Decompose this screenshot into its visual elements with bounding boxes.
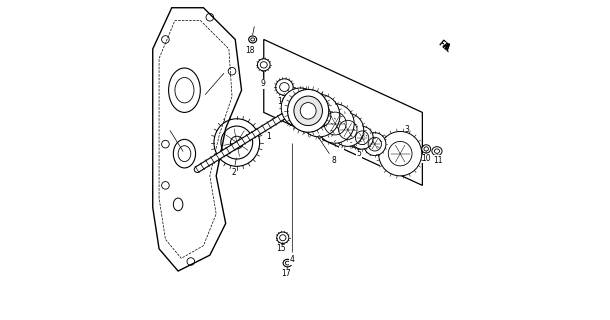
Ellipse shape	[328, 120, 350, 140]
Ellipse shape	[287, 89, 329, 132]
Ellipse shape	[379, 132, 422, 176]
Text: 4: 4	[290, 144, 295, 264]
Text: 14: 14	[380, 154, 390, 168]
Ellipse shape	[276, 79, 293, 95]
Text: 17: 17	[281, 267, 291, 278]
Text: 1: 1	[264, 131, 271, 141]
Ellipse shape	[332, 113, 364, 146]
Ellipse shape	[432, 147, 442, 156]
Ellipse shape	[348, 131, 367, 148]
Ellipse shape	[375, 139, 395, 157]
Ellipse shape	[257, 59, 270, 71]
Ellipse shape	[364, 133, 386, 156]
Text: 18: 18	[246, 43, 255, 55]
Text: 15: 15	[276, 243, 286, 253]
Text: 2: 2	[231, 158, 236, 177]
Text: 9: 9	[260, 72, 265, 88]
Ellipse shape	[277, 232, 289, 244]
Text: 3: 3	[401, 125, 409, 143]
Text: 8: 8	[310, 124, 336, 164]
Ellipse shape	[300, 103, 316, 119]
Text: 10: 10	[421, 151, 431, 163]
Ellipse shape	[299, 94, 340, 137]
Ellipse shape	[316, 104, 354, 143]
Text: 11: 11	[434, 154, 443, 164]
Ellipse shape	[422, 145, 431, 153]
Ellipse shape	[294, 96, 323, 125]
Ellipse shape	[389, 145, 408, 163]
Text: FR.: FR.	[436, 39, 453, 55]
Text: 5: 5	[356, 146, 361, 158]
Text: 7: 7	[339, 136, 344, 150]
Ellipse shape	[281, 88, 319, 127]
Ellipse shape	[351, 126, 373, 149]
Text: 13: 13	[397, 161, 407, 175]
Text: 6: 6	[317, 128, 321, 141]
Ellipse shape	[303, 105, 329, 130]
Text: 16: 16	[278, 93, 287, 106]
Text: 12: 12	[411, 159, 420, 168]
